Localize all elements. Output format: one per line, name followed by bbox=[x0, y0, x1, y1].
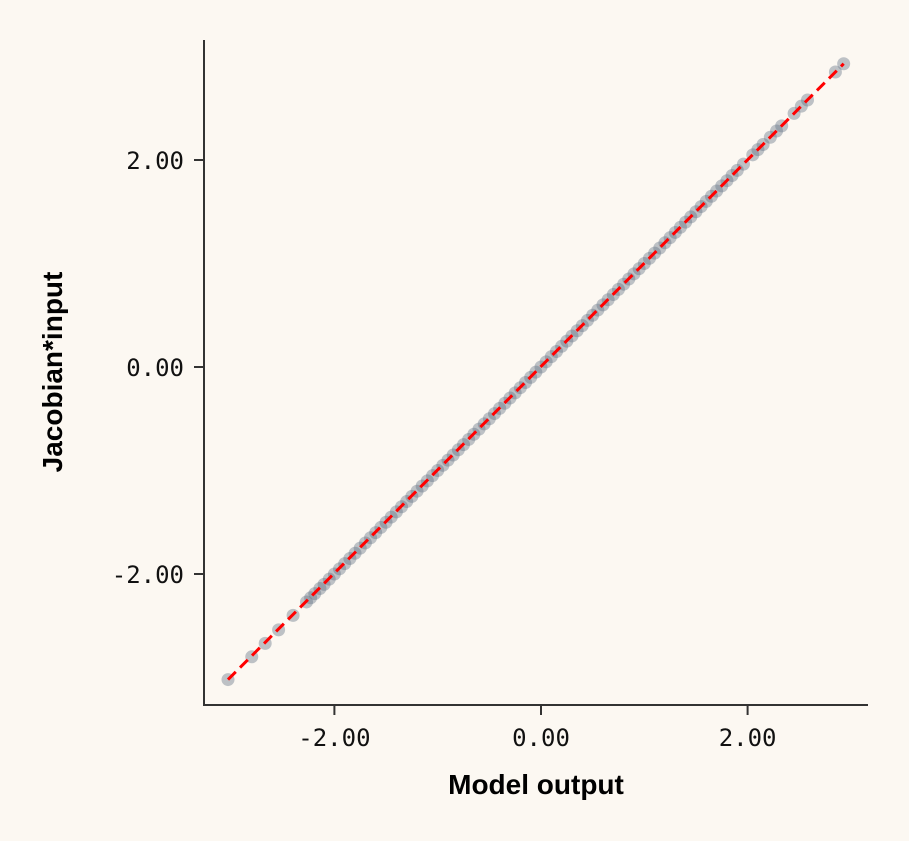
x-axis-label: Model output bbox=[448, 769, 624, 800]
y-tick-label: -2.00 bbox=[112, 561, 184, 589]
y-ticks: -2.00 0.00 2.00 bbox=[112, 147, 204, 589]
x-ticks: -2.00 0.00 2.00 bbox=[298, 705, 776, 752]
x-tick-label: 2.00 bbox=[719, 724, 777, 752]
y-tick-label: 2.00 bbox=[126, 147, 184, 175]
y-tick-label: 0.00 bbox=[126, 354, 184, 382]
identity-line bbox=[226, 62, 845, 681]
y-axis-label: Jacobian*input bbox=[37, 272, 68, 473]
x-tick-label: -2.00 bbox=[298, 724, 370, 752]
x-tick-label: 0.00 bbox=[512, 724, 570, 752]
